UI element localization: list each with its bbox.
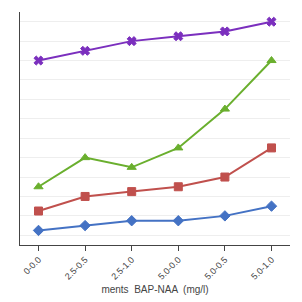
svg-text:2.5-0.5: 2.5-0.5: [63, 255, 90, 282]
svg-text:0-0.0: 0-0.0: [22, 255, 44, 277]
svg-text:2.5-1.0: 2.5-1.0: [109, 255, 136, 282]
svg-text:ments BAP-NAA (mg/l): ments BAP-NAA (mg/l): [101, 284, 208, 295]
svg-text:5.0-0.0: 5.0-0.0: [156, 255, 183, 282]
svg-text:5.0-0.5: 5.0-0.5: [203, 255, 230, 282]
svg-text:5.0-1.0: 5.0-1.0: [249, 255, 276, 282]
